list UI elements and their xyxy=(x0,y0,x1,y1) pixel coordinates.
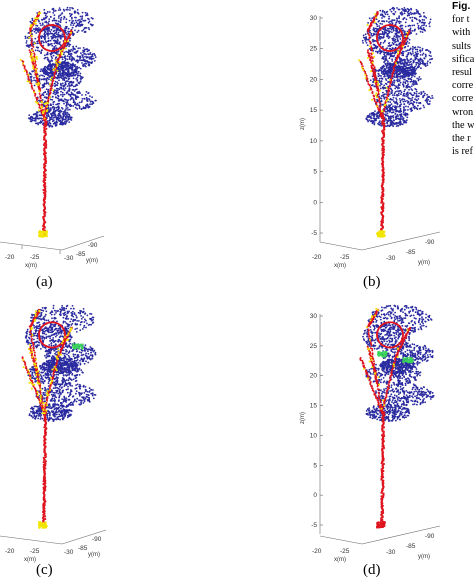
tree-c xyxy=(22,305,97,529)
tree-a xyxy=(20,7,97,238)
z-ticks-b: 30 25 20 15 10 5 0 -5 xyxy=(310,15,323,237)
z-tick-label: 20 xyxy=(310,76,318,83)
caption-line: the w xyxy=(452,119,474,132)
figure-caption: Fig. for t with sults sifica resul corre… xyxy=(452,0,474,158)
z-axis-label: z(m) xyxy=(300,412,306,424)
tree-plot-d: 30 25 20 15 10 5 0 -5 z(m) -20 -25 x(m) -30 -85… xyxy=(290,298,450,566)
x-axis-label: x(m) xyxy=(334,263,346,269)
caption-line: sifica xyxy=(452,53,474,66)
x-tick: -20 xyxy=(312,254,322,261)
x-tick: -25 xyxy=(340,254,350,261)
y-tick: -30 xyxy=(386,255,396,262)
x-tick: -20 xyxy=(5,254,15,261)
panel-a: -20 -25 x(m) -30 -85 -90 y(m) (a) xyxy=(0,0,130,275)
y-axis-label: y(m) xyxy=(88,552,100,558)
z-tick-label: 0 xyxy=(313,199,317,206)
caption-line: the r xyxy=(452,132,474,145)
z-axis-label: z(m) xyxy=(300,118,306,130)
y-tick: -85 xyxy=(78,545,88,552)
x-axis-label: x(m) xyxy=(25,263,37,269)
sublabel-d: (d) xyxy=(363,562,381,579)
z-tick-label: 5 xyxy=(313,462,317,469)
x-axis-label: x(m) xyxy=(24,557,36,563)
sublabel-a: (a) xyxy=(36,274,53,291)
sublabel-b: (b) xyxy=(363,274,381,291)
caption-line: Fig. xyxy=(452,1,470,12)
y-tick: -90 xyxy=(88,242,98,249)
z-tick-label: 15 xyxy=(310,107,318,114)
tree-plot-b: 30 25 20 15 10 5 0 -5 z(m) -20 -25 x(m) -30 -85… xyxy=(290,0,450,275)
y-tick: -30 xyxy=(386,549,396,556)
y-axis-label: y(m) xyxy=(86,258,98,264)
caption-line: corre xyxy=(452,92,474,105)
panel-b: 30 25 20 15 10 5 0 -5 z(m) -20 -25 x(m) -30 -85… xyxy=(290,0,450,275)
y-tick: -30 xyxy=(64,549,74,556)
x-axis-label: x(m) xyxy=(334,557,346,563)
y-tick: -90 xyxy=(425,239,435,246)
caption-line: corre xyxy=(452,79,474,92)
z-tick-label: 20 xyxy=(310,373,318,380)
z-tick-label: 10 xyxy=(310,138,318,145)
panel-c: -20 -25 x(m) -30 -85 -90 y(m) (c) xyxy=(0,298,130,566)
y-tick: -90 xyxy=(425,533,435,540)
z-tick-label: 10 xyxy=(310,432,318,439)
caption-line: resul xyxy=(452,66,474,79)
x-tick: -25 xyxy=(30,548,40,555)
caption-line: is ref xyxy=(452,145,474,158)
tree-plot-c: -20 -25 x(m) -30 -85 -90 y(m) xyxy=(0,298,130,566)
caption-line: for t xyxy=(452,13,474,26)
caption-line: sults xyxy=(452,40,474,53)
tree-d xyxy=(359,305,434,529)
sublabel-c: (c) xyxy=(36,562,53,579)
z-ticks-d: 30 25 20 15 10 5 0 -5 xyxy=(310,313,323,529)
z-tick-label: 25 xyxy=(310,343,318,350)
y-tick: -85 xyxy=(76,251,86,258)
z-tick-label: 5 xyxy=(313,169,317,176)
z-tick-label: -5 xyxy=(311,230,317,237)
tree-b xyxy=(358,7,434,238)
axes-c: -20 -25 x(m) -30 -85 -90 y(m) xyxy=(0,530,106,563)
y-axis-label: y(m) xyxy=(418,260,430,266)
tree-plot-a: -20 -25 x(m) -30 -85 -90 y(m) xyxy=(0,0,130,275)
caption-line: wron xyxy=(452,106,474,119)
y-axis-label: y(m) xyxy=(418,554,430,560)
z-tick-label: 30 xyxy=(310,15,318,22)
panel-d: 30 25 20 15 10 5 0 -5 z(m) -20 -25 x(m) -30 -85… xyxy=(290,298,450,566)
y-tick: -90 xyxy=(92,536,102,543)
y-tick: -85 xyxy=(406,249,416,256)
z-tick-label: 30 xyxy=(310,313,318,320)
z-tick-label: 0 xyxy=(313,492,317,499)
z-tick-label: 15 xyxy=(310,403,318,410)
z-tick-label: -5 xyxy=(311,522,317,529)
x-tick: -20 xyxy=(312,548,322,555)
x-tick: -25 xyxy=(340,548,350,555)
x-tick: -25 xyxy=(30,254,40,261)
x-tick: -20 xyxy=(5,548,15,555)
z-tick-label: 25 xyxy=(310,46,318,53)
y-tick: -30 xyxy=(64,255,74,262)
caption-line: with xyxy=(452,26,474,39)
y-tick: -85 xyxy=(406,543,416,550)
axes-a: -20 -25 x(m) -30 -85 -90 y(m) xyxy=(0,236,104,269)
